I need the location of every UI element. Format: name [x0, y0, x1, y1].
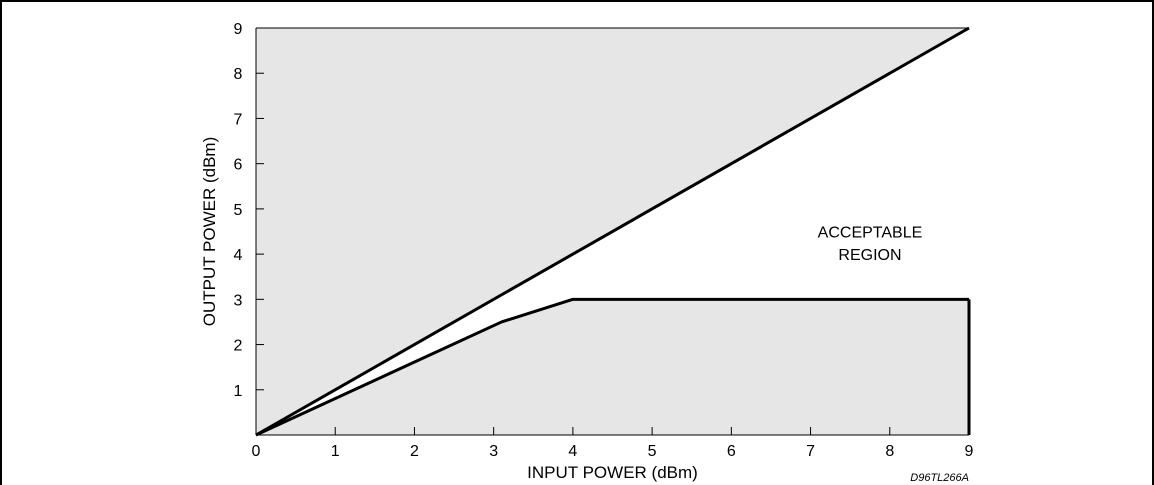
upper-boundary-line — [255, 26, 970, 437]
y-tick-label: 5 — [234, 202, 243, 219]
x-tick-label: 6 — [727, 443, 736, 460]
x-tick-label: 8 — [885, 443, 894, 460]
y-tick-label: 6 — [234, 157, 243, 174]
y-tick-label: 1 — [234, 383, 243, 400]
region-label-line1: ACCEPTABLE — [818, 225, 923, 242]
x-tick-label: 0 — [252, 443, 261, 460]
lower-shaded-region — [256, 299, 969, 435]
x-tick-label: 5 — [648, 443, 657, 460]
y-axis-title: OUTPUT POWER (dBm) — [200, 137, 219, 327]
lower-boundary-line — [255, 297, 969, 437]
plot-area: 0 1 2 3 4 5 6 7 8 9 1 2 3 4 5 6 7 8 9 INPUT POWER (dBm) OUTP… — [200, 21, 974, 484]
x-tick-label: 2 — [410, 443, 419, 460]
region-label-line2: REGION — [838, 247, 901, 264]
x-tick-label: 7 — [806, 443, 815, 460]
y-tick-label: 4 — [234, 247, 243, 264]
x-tick-label: 3 — [489, 443, 498, 460]
y-tick-label: 7 — [234, 111, 243, 128]
y-tick-label: 9 — [234, 21, 243, 38]
y-tick-label: 8 — [234, 66, 243, 83]
figure-code: D96TL266A — [910, 472, 969, 484]
y-tick-label: 3 — [234, 292, 243, 309]
x-axis-title: INPUT POWER (dBm) — [527, 463, 698, 482]
x-tick-label: 1 — [331, 443, 340, 460]
y-tick-label: 2 — [234, 338, 243, 355]
x-tick-label: 4 — [568, 443, 577, 460]
x-tick-label: 9 — [965, 443, 974, 460]
